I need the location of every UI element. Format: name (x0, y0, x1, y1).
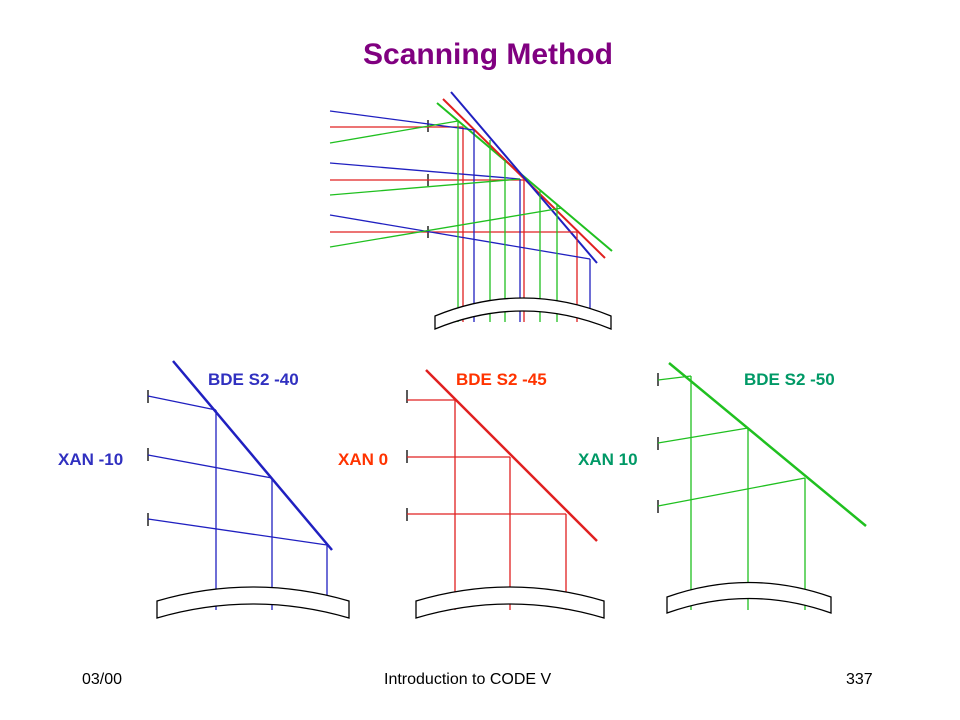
slide-title: Scanning Method (363, 38, 613, 71)
label-bde-right: BDE S2 -50 (744, 370, 835, 389)
footer-course: Introduction to CODE V (384, 671, 552, 688)
footer-page-number: 337 (846, 671, 873, 688)
label-xan-middle: XAN 0 (338, 450, 389, 469)
label-xan-left: XAN -10 (58, 450, 124, 469)
rays-blue (329, 110, 591, 322)
lens-top (434, 297, 612, 330)
lens-middle (415, 586, 605, 619)
diagram-xan-0 (406, 369, 605, 619)
mirror-blue (450, 91, 598, 264)
combined-diagram (329, 91, 613, 330)
footer-date: 03/00 (82, 671, 123, 688)
mirror-right (668, 362, 867, 527)
diagram-xan-minus10 (147, 360, 350, 619)
lens-left (156, 586, 350, 619)
label-bde-left: BDE S2 -40 (208, 370, 299, 389)
rays-green (329, 120, 563, 322)
label-xan-right: XAN 10 (578, 450, 638, 469)
lens-right (666, 581, 832, 614)
mirror-middle (425, 369, 598, 542)
label-bde-middle: BDE S2 -45 (456, 370, 547, 389)
mirror-left (172, 360, 333, 551)
diagram-xan-10 (657, 362, 867, 614)
